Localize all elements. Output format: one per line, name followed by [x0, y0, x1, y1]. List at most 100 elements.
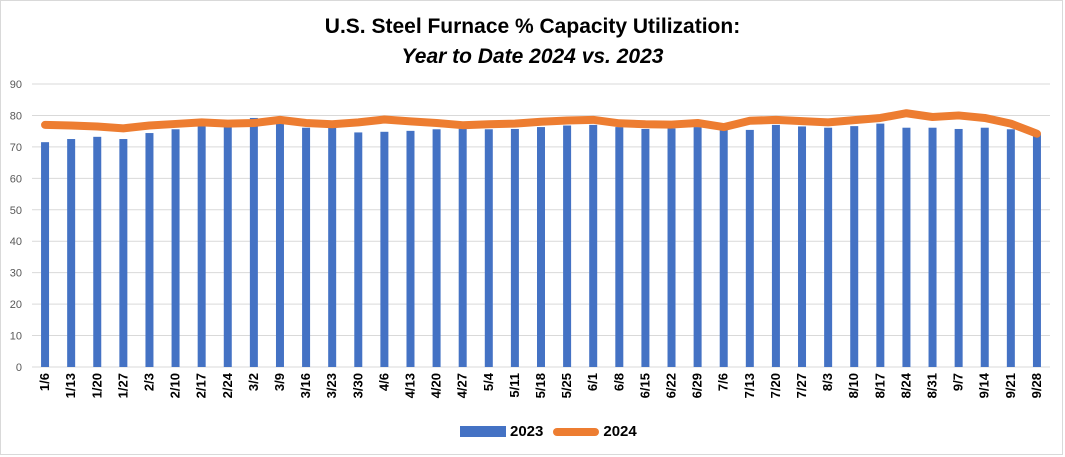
x-tick-label-3/2: 3/2 [246, 373, 261, 391]
legend: 2023 2024 [460, 423, 641, 440]
bar-2023-1/20 [93, 136, 102, 367]
x-tick-label-4/20: 4/20 [429, 373, 444, 398]
bar-2023-8/10 [850, 126, 859, 367]
bar-2023-7/13 [745, 129, 754, 367]
bar-2023-3/16 [302, 127, 311, 367]
bar-2023-5/11 [510, 128, 519, 367]
y-tick-label-0: 0 [16, 362, 22, 374]
chart-subtitle: Year to Date 2024 vs. 2023 [401, 45, 664, 68]
x-tick-label-2/24: 2/24 [220, 372, 235, 398]
x-tick-label-8/17: 8/17 [872, 373, 887, 398]
x-tick-label-7/27: 7/27 [794, 373, 809, 398]
bar-2023-2/10 [171, 129, 180, 367]
x-tick-label-5/11: 5/11 [507, 373, 522, 398]
legend-item-2023: 2023 [460, 423, 543, 440]
bar-2023-3/9 [275, 123, 284, 367]
y-tick-label-30: 30 [10, 268, 22, 280]
bar-2023-8/24 [902, 127, 911, 367]
legend-item-2024: 2024 [553, 423, 637, 440]
x-tick-label-3/9: 3/9 [272, 373, 287, 391]
y-tick-label-70: 70 [10, 142, 22, 154]
x-tick-label-6/29: 6/29 [690, 373, 705, 398]
x-tick-label-5/4: 5/4 [481, 372, 496, 391]
x-tick-label-7/20: 7/20 [768, 373, 783, 398]
bar-2023-6/22 [667, 128, 676, 367]
x-tick-label-8/10: 8/10 [846, 373, 861, 398]
x-tick-label-2/10: 2/10 [168, 373, 183, 398]
bar-2023-5/25 [563, 125, 572, 367]
legend-swatch-2023 [460, 426, 506, 437]
y-tick-label-40: 40 [10, 236, 22, 248]
bar-2023-1/27 [119, 139, 128, 367]
x-tick-label-2/3: 2/3 [141, 373, 156, 391]
bar-2023-2/24 [223, 125, 232, 367]
bar-2023-5/4 [484, 129, 493, 367]
bar-2023-6/1 [589, 124, 598, 367]
bar-2023-6/29 [693, 127, 702, 367]
bar-2023-3/23 [328, 126, 337, 368]
x-tick-label-3/23: 3/23 [324, 373, 339, 398]
x-tick-label-9/28: 9/28 [1029, 373, 1044, 398]
x-tick-label-5/25: 5/25 [559, 373, 574, 398]
bar-2023-2/3 [145, 133, 154, 367]
bar-2023-3/30 [354, 132, 363, 367]
y-tick-label-80: 80 [10, 110, 22, 122]
x-tick-label-8/31: 8/31 [925, 373, 940, 398]
bar-2023-8/31 [928, 127, 937, 367]
chart-title-block: U.S. Steel Furnace % Capacity Utilizatio… [0, 12, 1065, 72]
bar-2023-9/7 [954, 128, 963, 367]
x-tick-label-6/1: 6/1 [585, 373, 600, 391]
x-tick-label-6/22: 6/22 [664, 373, 679, 398]
x-tick-label-8/24: 8/24 [898, 372, 913, 398]
x-tick-label-3/16: 3/16 [298, 373, 313, 398]
x-tick-label-4/27: 4/27 [455, 373, 470, 398]
y-tick-label-10: 10 [10, 331, 22, 343]
x-tick-label-4/13: 4/13 [402, 373, 417, 398]
bar-2023-9/21 [1006, 129, 1015, 367]
y-tick-label-50: 50 [10, 205, 22, 217]
bar-2023-5/18 [537, 127, 545, 367]
bar-2023-8/17 [876, 123, 885, 368]
x-tick-label-3/30: 3/30 [350, 373, 365, 398]
x-tick-label-2/17: 2/17 [194, 373, 209, 398]
bar-2023-4/6 [380, 131, 389, 367]
bar-2023-9/28 [1032, 133, 1041, 367]
bar-2023-7/20 [771, 124, 780, 367]
x-tick-label-9/14: 9/14 [977, 372, 992, 398]
y-tick-label-90: 90 [10, 79, 22, 91]
legend-swatch-2024 [553, 427, 600, 436]
bar-2023-8/3 [824, 127, 833, 367]
legend-label-2023: 2023 [510, 423, 544, 440]
x-tick-label-9/21: 9/21 [1003, 373, 1018, 398]
x-tick-label-7/13: 7/13 [742, 373, 757, 398]
x-tick-label-1/20: 1/20 [89, 373, 104, 398]
bar-2023-7/6 [719, 129, 728, 367]
x-tick-label-5/18: 5/18 [533, 373, 548, 398]
bar-2023-6/8 [615, 127, 624, 367]
x-tick-label-7/6: 7/6 [716, 373, 731, 391]
chart-title: U.S. Steel Furnace % Capacity Utilizatio… [324, 15, 741, 38]
bar-2023-3/2 [249, 117, 258, 368]
x-tick-label-6/15: 6/15 [637, 373, 652, 398]
x-tick-label-9/7: 9/7 [951, 373, 966, 391]
bar-2023-4/27 [458, 128, 467, 367]
y-tick-label-60: 60 [10, 173, 22, 185]
bar-2023-4/20 [432, 129, 441, 367]
x-tick-label-6/8: 6/8 [611, 373, 626, 391]
bar-2023-1/6 [41, 142, 50, 367]
bar-2023-2/17 [197, 126, 206, 367]
x-tick-label-1/6: 1/6 [37, 373, 52, 391]
y-tick-label-20: 20 [10, 299, 22, 311]
legend-label-2024: 2024 [603, 423, 637, 440]
bar-2023-1/13 [67, 139, 76, 367]
x-tick-label-8/3: 8/3 [820, 373, 835, 391]
x-tick-label-1/13: 1/13 [63, 373, 78, 398]
bar-2023-6/15 [641, 128, 650, 367]
x-tick-label-1/27: 1/27 [115, 373, 130, 398]
bar-2023-7/27 [798, 126, 807, 367]
bar-2023-9/14 [980, 127, 989, 367]
x-tick-label-4/6: 4/6 [376, 373, 391, 391]
bar-2023-4/13 [406, 130, 415, 367]
